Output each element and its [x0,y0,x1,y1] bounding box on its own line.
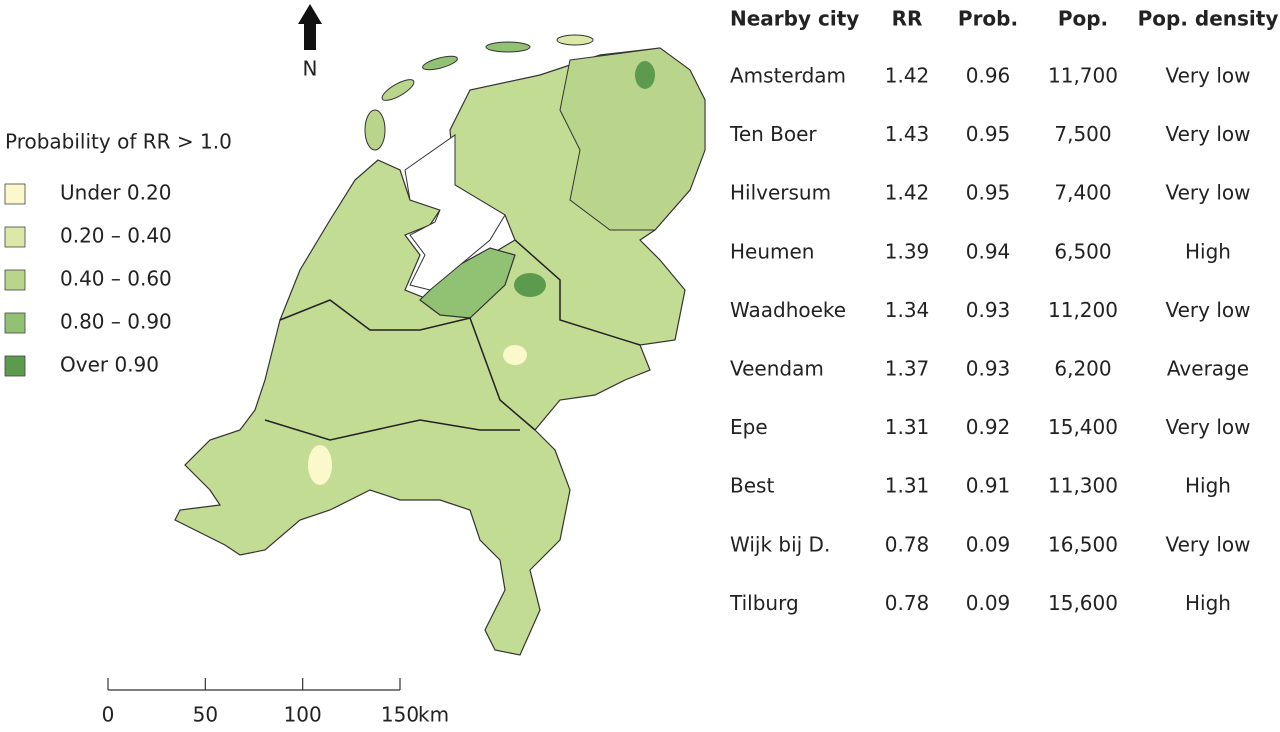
table-cell: Tilburg [729,591,799,615]
table-header: Pop. density [1138,7,1279,31]
table-cell: 0.09 [966,532,1011,556]
table: Nearby city RR Prob. Pop. Pop. density Amster… [729,7,1278,615]
scale-label: 100 [284,703,322,727]
table-cell: Epe [730,415,768,439]
table-cell: Waadhoeke [730,298,846,322]
table-header: Pop. [1058,7,1108,31]
table-cell: 15,400 [1048,415,1118,439]
table-cell: 11,300 [1048,474,1118,498]
north-arrow: N [298,4,322,81]
legend-label: 0.80 – 0.90 [60,310,172,334]
table-cell: 1.37 [885,357,930,381]
table-cell: Very low [1166,122,1251,146]
table-cell: 15,600 [1048,591,1118,615]
table-cell: 6,200 [1054,357,1111,381]
map [174,34,706,656]
province-border [279,299,536,431]
province-border [514,239,641,346]
table-cell: 7,400 [1054,181,1111,205]
table-cell: 16,500 [1048,532,1118,556]
table-header: Nearby city [730,7,859,31]
lake [404,134,506,291]
table-cell: 0.93 [966,298,1011,322]
table-cell: Wijk bij D. [730,532,830,556]
island [485,41,531,53]
island [381,79,415,101]
scale-label: 150 [381,703,419,727]
province-border [264,419,520,441]
island [556,34,594,46]
table-cell: 0.92 [966,415,1011,439]
table-cell: Veendam [730,357,824,381]
table-header: RR [892,7,923,31]
table-cell: 1.31 [885,415,930,439]
province-north [559,47,706,231]
legend-swatch [4,355,26,377]
arrow [298,4,322,50]
scale-label: 0 [102,703,115,727]
scale-unit: km [418,703,449,727]
table-cell: 1.39 [885,239,930,263]
table-cell: 0.91 [966,474,1011,498]
table-cell: 0.96 [966,64,1011,88]
table-cell: 6,500 [1054,239,1111,263]
table-cell: 1.31 [885,474,930,498]
table-cell: Very low [1166,64,1251,88]
table-cell: Ten Boer [729,122,817,146]
table-cell: Hilversum [730,181,831,205]
table-cell: Very low [1166,298,1251,322]
table-cell: High [1185,474,1231,498]
table-cell: High [1185,239,1231,263]
table-cell: 0.95 [966,122,1011,146]
table-cell: 11,700 [1048,64,1118,88]
legend: Under 0.20 0.20 – 0.40 0.40 – 0.60 0.80 – 0… [4,181,172,377]
legend-swatch [4,183,26,205]
north-label: N [303,57,318,81]
table-cell: Very low [1166,181,1251,205]
table-cell: Best [730,474,774,498]
legend-swatch [4,226,26,248]
table-cell: 1.34 [885,298,930,322]
table-cell: Amsterdam [730,64,846,88]
table-cell: Heumen [730,239,814,263]
table-cell: Very low [1166,532,1251,556]
legend-label: Over 0.90 [60,353,159,377]
island [422,55,458,71]
light-patch [503,345,527,365]
legend-label: 0.40 – 0.60 [60,267,172,291]
table-cell: Very low [1166,415,1251,439]
table-cell: 0.93 [966,357,1011,381]
table-cell: Average [1167,357,1249,381]
legend-label: 0.20 – 0.40 [60,224,172,248]
dark-patch [635,61,655,89]
table-header: Prob. [958,7,1018,31]
table-cell: 0.94 [966,239,1011,263]
table-cell: 7,500 [1054,122,1111,146]
legend-title: Probability of RR > 1.0 [5,130,232,154]
table-cell: High [1185,591,1231,615]
light-patch [308,445,332,485]
table-cell: 0.09 [966,591,1011,615]
table-cell: 1.43 [885,122,930,146]
legend-swatch [4,269,26,291]
table-cell: 0.78 [885,532,930,556]
legend-label: Under 0.20 [60,181,171,205]
table-cell: 0.78 [885,591,930,615]
dark-patch [514,273,546,297]
table-cell: 1.42 [885,181,930,205]
table-cell: 11,200 [1048,298,1118,322]
legend-swatch [4,312,26,334]
table-cell: 1.42 [885,64,930,88]
table-cell: 0.95 [966,181,1011,205]
island [364,109,386,151]
scale-label: 50 [193,703,218,727]
